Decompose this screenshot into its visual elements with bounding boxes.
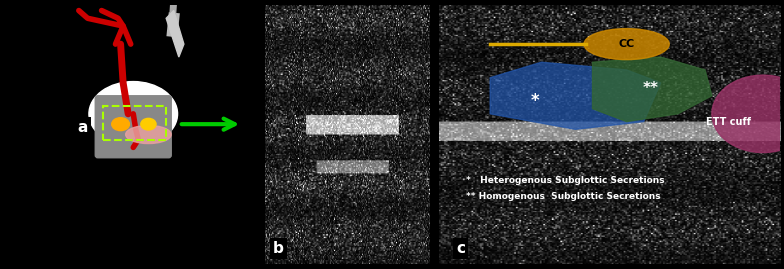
Ellipse shape xyxy=(89,82,177,146)
Text: CC: CC xyxy=(619,39,635,49)
Text: b: b xyxy=(274,241,284,256)
Text: *   Heterogenous Subglottic Secretions: * Heterogenous Subglottic Secretions xyxy=(466,176,665,186)
Ellipse shape xyxy=(584,29,670,60)
Polygon shape xyxy=(490,62,661,129)
Ellipse shape xyxy=(141,118,156,130)
Polygon shape xyxy=(593,57,712,122)
Ellipse shape xyxy=(712,75,784,153)
Text: *: * xyxy=(530,92,539,110)
Ellipse shape xyxy=(125,125,171,144)
Text: c: c xyxy=(456,241,465,256)
Text: **: ** xyxy=(642,80,659,95)
Ellipse shape xyxy=(8,31,249,264)
Polygon shape xyxy=(166,10,184,57)
Text: a: a xyxy=(78,119,88,134)
Ellipse shape xyxy=(112,118,129,131)
Text: ** Homogenous  Subglottic Secretions: ** Homogenous Subglottic Secretions xyxy=(466,192,661,201)
Text: ETT cuff: ETT cuff xyxy=(706,116,751,127)
FancyBboxPatch shape xyxy=(96,96,171,158)
